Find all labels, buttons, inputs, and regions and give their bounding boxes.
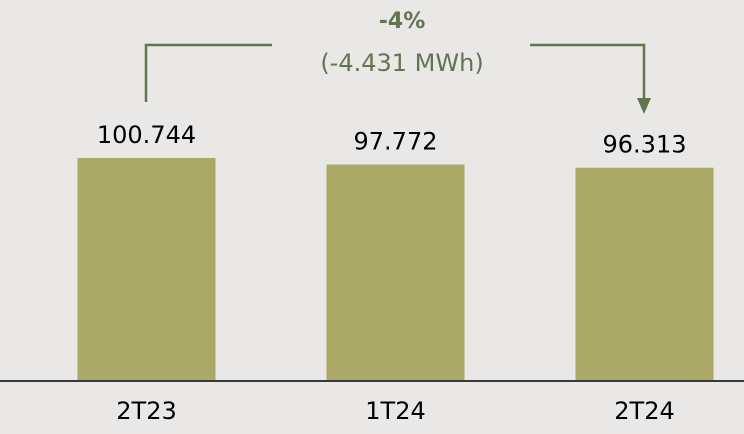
value-label: 97.772	[354, 128, 438, 156]
change-bracket	[144, 43, 646, 102]
bar	[326, 164, 465, 380]
value-label: 100.744	[97, 121, 196, 149]
x-tick-label: 1T24	[365, 397, 425, 425]
change-detail: (-4.431 MWh)	[320, 49, 483, 77]
value-label: 96.313	[603, 131, 687, 159]
change-label: -4%	[379, 9, 425, 34]
x-tick-label: 2T23	[116, 397, 176, 425]
bar	[575, 167, 714, 380]
x-tick-label: 2T24	[614, 397, 674, 425]
bar	[77, 157, 216, 380]
arrow-head	[637, 98, 651, 114]
